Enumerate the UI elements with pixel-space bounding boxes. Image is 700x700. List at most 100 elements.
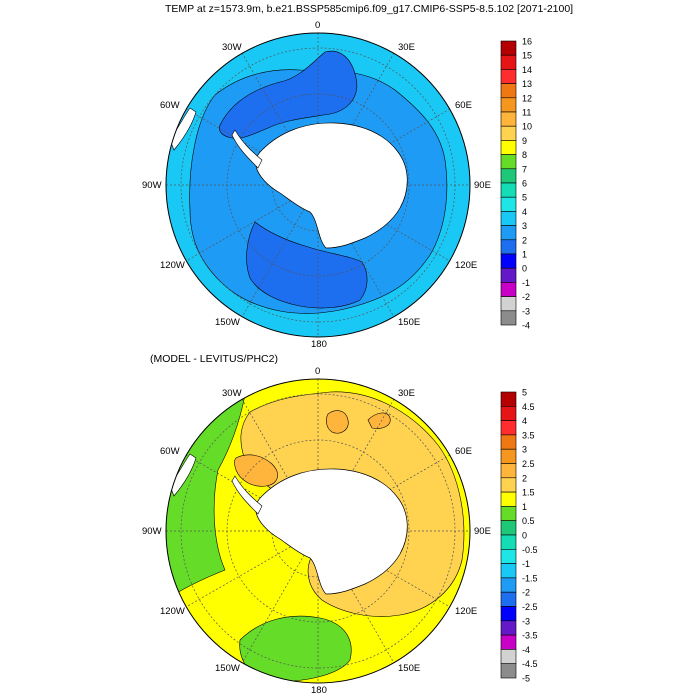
lon-label-120w: 120W <box>160 606 185 617</box>
colorbar-bottom-swatch <box>500 434 517 450</box>
colorbar-bottom-swatch <box>500 634 517 650</box>
map-top-antarctica <box>255 122 408 249</box>
colorbar-bottom-label: 3 <box>522 445 527 455</box>
map-bottom-orange-patch-1 <box>234 454 278 487</box>
map-top-lon-labels: 0 30E 60E 90E 120E 150E 180 150W 120W 90… <box>142 20 491 350</box>
colorbar-top-label: 14 <box>522 65 532 75</box>
colorbar-top-label: -4 <box>522 321 530 331</box>
lon-label-60e: 60E <box>455 446 472 457</box>
colorbar-top-label: 6 <box>522 179 527 189</box>
lon-label-60e: 60E <box>455 100 472 111</box>
colorbar-bottom-label: 1.5 <box>522 488 535 498</box>
colorbar-top-swatch <box>500 282 517 297</box>
colorbar-bottom-label: -3 <box>522 616 530 626</box>
lon-label-120e: 120E <box>455 606 477 617</box>
colorbar-top-label: 3 <box>522 221 527 231</box>
colorbar-bottom-label: -5 <box>522 674 530 684</box>
colorbar-bottom-label: 3.5 <box>522 430 535 440</box>
map-bottom-orange-patch-3 <box>367 412 391 429</box>
colorbar-bottom: 5 4.5 4 3.5 3 2.5 2 1.5 1 0.5 0 -0.5 -1 -1.5 -2 -2.5 -3 -… <box>500 388 538 684</box>
colorbar-bottom-label: 0.5 <box>522 516 535 526</box>
map-bottom-orange-patch-2 <box>326 410 349 434</box>
colorbar-bottom-label: 1 <box>522 502 527 512</box>
lon-label-30w: 30W <box>222 388 242 399</box>
colorbar-top-label: 7 <box>522 164 527 174</box>
colorbar-bottom-swatch <box>500 577 517 593</box>
colorbar-top-swatch <box>500 211 517 226</box>
colorbar-top-swatch <box>500 154 517 170</box>
colorbar-top-label: 8 <box>522 150 527 160</box>
polar-map-top: 0 30E 60E 90E 120E 150E 180 150W 120W 90… <box>142 20 491 350</box>
map-bottom-antarctica <box>255 468 408 595</box>
colorbar-bottom-swatch <box>500 563 517 579</box>
map-top-border <box>165 32 471 338</box>
colorbar-top-label: 5 <box>522 193 527 203</box>
colorbar-top-swatch <box>500 310 517 326</box>
colorbar-bottom-swatch <box>500 548 517 564</box>
lon-label-150w: 150W <box>215 663 240 674</box>
colorbar-top-swatch <box>500 69 517 84</box>
map-bottom-peninsula <box>231 475 263 515</box>
colorbar-bottom-swatch <box>500 649 517 665</box>
colorbar-bottom-swatch <box>500 420 517 436</box>
colorbar-bottom-swatch <box>500 405 517 421</box>
colorbar-bottom-label: -1 <box>522 559 530 569</box>
lon-label-150e: 150E <box>398 317 420 328</box>
colorbar-bottom-label: -2 <box>522 588 530 598</box>
map-bottom-border <box>165 378 471 684</box>
colorbar-top-swatch <box>500 239 517 255</box>
colorbar-top-swatch <box>500 83 517 99</box>
colorbar-bottom-swatch <box>500 506 517 521</box>
map-top-peninsula <box>231 129 263 169</box>
colorbar-top-label: 4 <box>522 207 527 217</box>
colorbar-bottom-label: -4.5 <box>522 659 538 669</box>
colorbar-top-label: 15 <box>522 51 532 61</box>
colorbar-bottom-label: 5 <box>522 388 527 398</box>
colorbar-top-label: 0 <box>522 264 527 274</box>
colorbar-bottom-swatch <box>500 620 517 636</box>
lon-label-90w: 90W <box>142 180 162 191</box>
lon-label-90e: 90E <box>474 526 491 537</box>
colorbar-bottom-label: -1.5 <box>522 573 538 583</box>
colorbar-top-label: 1 <box>522 250 527 260</box>
colorbar-bottom-label: 4.5 <box>522 402 535 412</box>
colorbar-bottom-swatch <box>500 534 517 550</box>
polar-map-bottom: 0 30E 60E 90E 120E 150E 180 150W 120W 90… <box>142 366 491 696</box>
colorbar-bottom-label: 4 <box>522 416 527 426</box>
colorbar-top-swatch <box>500 196 517 212</box>
lon-label-60w: 60W <box>160 100 180 111</box>
map-title-bottom: (MODEL - LEVITUS/PHC2) <box>150 353 278 365</box>
lon-label-0: 0 <box>315 20 320 31</box>
lon-label-30w: 30W <box>222 42 242 53</box>
map-title-top: TEMP at z=1573.9m, b.e21.BSSP585cmip6.f0… <box>165 3 574 15</box>
colorbar-top-swatch <box>500 267 517 283</box>
colorbar-top-swatch <box>500 140 517 155</box>
colorbar-bottom-label: 2.5 <box>522 459 535 469</box>
lon-label-180: 180 <box>311 339 327 350</box>
colorbar-top-label: 12 <box>522 93 532 103</box>
lon-label-180: 180 <box>311 685 327 696</box>
colorbar-bottom-swatch <box>500 591 517 607</box>
colorbar-bottom-swatch <box>500 491 517 507</box>
lon-label-150e: 150E <box>398 663 420 674</box>
colorbar-top-label: -1 <box>522 278 530 288</box>
lon-label-120e: 120E <box>455 260 477 271</box>
colorbar-top-label: 16 <box>522 37 532 47</box>
colorbar-top-swatch <box>500 97 517 113</box>
colorbar-bottom-label: -4 <box>522 645 530 655</box>
colorbar-bottom-swatch <box>500 448 517 464</box>
colorbar-bottom-swatch <box>500 391 517 407</box>
lon-label-150w: 150W <box>215 317 240 328</box>
colorbar-bottom-label: 2 <box>522 473 527 483</box>
colorbar-top-swatch <box>500 296 517 312</box>
colorbar-top-label: 9 <box>522 136 527 146</box>
map-bottom-lon-labels: 0 30E 60E 90E 120E 150E 180 150W 120W 90… <box>142 366 491 696</box>
colorbar-bottom-swatch <box>500 477 517 493</box>
colorbar-top-swatch <box>500 168 517 184</box>
colorbar-bottom-label: -2.5 <box>522 602 538 612</box>
lon-label-30e: 30E <box>398 388 415 399</box>
colorbar-top-swatch <box>500 182 517 198</box>
colorbar-bottom-label: -3.5 <box>522 631 538 641</box>
lon-label-120w: 120W <box>160 260 185 271</box>
